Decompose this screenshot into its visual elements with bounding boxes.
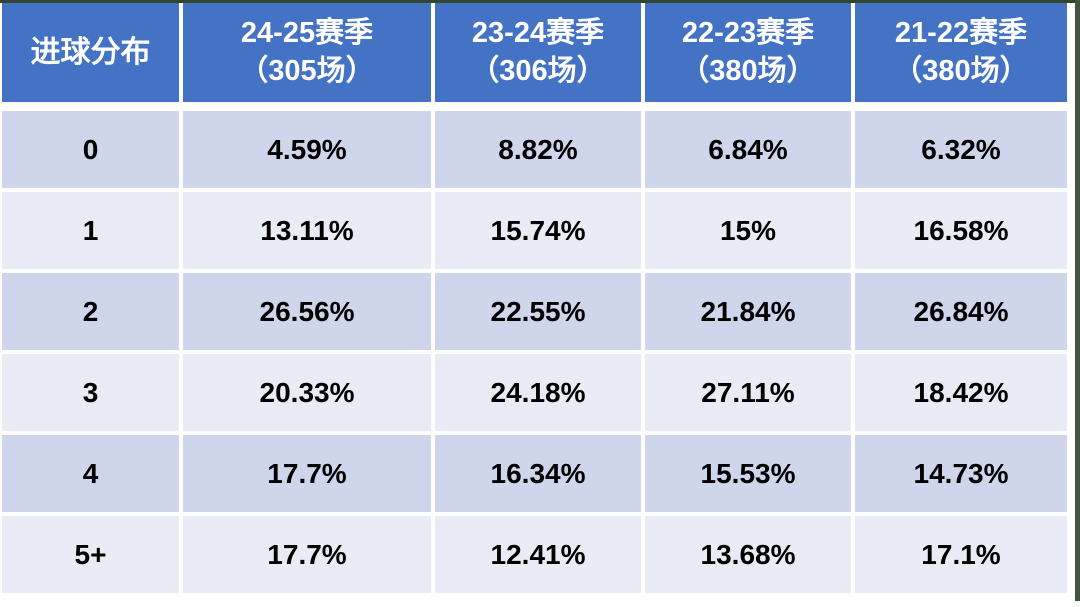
table-row: 2 26.56% 22.55% 21.84% 26.84%	[2, 273, 1067, 350]
header-season-label: 24-25赛季	[240, 16, 374, 49]
header-cell-goal-distribution: 进球分布	[2, 3, 179, 102]
value-cell: 15%	[645, 192, 851, 269]
value-cell: 26.84%	[855, 273, 1067, 350]
value-cell: 16.34%	[435, 435, 641, 512]
value-cell: 13.68%	[645, 516, 851, 593]
header-matches-label: （305场）	[239, 54, 375, 87]
header-corner-label: 进球分布	[30, 36, 151, 69]
table-row: 3 20.33% 24.18% 27.11% 18.42%	[2, 354, 1067, 431]
row-label-cell: 3	[2, 354, 179, 431]
top-border-line	[0, 0, 1080, 3]
header-matches-label: （380场）	[680, 54, 816, 87]
header-matches-label: （306场）	[470, 54, 606, 87]
row-label-cell: 5+	[2, 516, 179, 593]
row-label-cell: 4	[2, 435, 179, 512]
table-row: 0 4.59% 8.82% 6.84% 6.32%	[2, 111, 1067, 188]
value-cell: 16.58%	[855, 192, 1067, 269]
table-row: 5+ 17.7% 12.41% 13.68% 17.1%	[2, 516, 1067, 593]
row-label-cell: 1	[2, 192, 179, 269]
value-cell: 14.73%	[855, 435, 1067, 512]
value-cell: 27.11%	[645, 354, 851, 431]
value-cell: 17.7%	[183, 516, 431, 593]
header-matches-label: （380场）	[893, 54, 1029, 87]
value-cell: 17.7%	[183, 435, 431, 512]
header-cell-season-21-22: 21-22赛季 （380场）	[855, 3, 1067, 102]
value-cell: 6.32%	[855, 111, 1067, 188]
value-cell: 17.1%	[855, 516, 1067, 593]
right-border-line	[1075, 0, 1080, 601]
row-label-cell: 2	[2, 273, 179, 350]
value-cell: 26.56%	[183, 273, 431, 350]
value-cell: 12.41%	[435, 516, 641, 593]
value-cell: 6.84%	[645, 111, 851, 188]
value-cell: 13.11%	[183, 192, 431, 269]
value-cell: 8.82%	[435, 111, 641, 188]
header-cell-season-24-25: 24-25赛季 （305场）	[183, 3, 431, 102]
table-header-row: 进球分布 24-25赛季 （305场） 23-24赛季 （306场） 22-23…	[2, 3, 1067, 102]
value-cell: 24.18%	[435, 354, 641, 431]
value-cell: 15.53%	[645, 435, 851, 512]
value-cell: 15.74%	[435, 192, 641, 269]
value-cell: 18.42%	[855, 354, 1067, 431]
header-cell-season-22-23: 22-23赛季 （380场）	[645, 3, 851, 102]
table-row: 1 13.11% 15.74% 15% 16.58%	[2, 192, 1067, 269]
value-cell: 20.33%	[183, 354, 431, 431]
goal-distribution-table: 进球分布 24-25赛季 （305场） 23-24赛季 （306场） 22-23…	[2, 3, 1067, 593]
value-cell: 21.84%	[645, 273, 851, 350]
header-season-label: 22-23赛季	[681, 16, 815, 49]
value-cell: 4.59%	[183, 111, 431, 188]
header-season-label: 21-22赛季	[894, 16, 1028, 49]
value-cell: 22.55%	[435, 273, 641, 350]
header-season-label: 23-24赛季	[471, 16, 605, 49]
header-cell-season-23-24: 23-24赛季 （306场）	[435, 3, 641, 102]
table-row: 4 17.7% 16.34% 15.53% 14.73%	[2, 435, 1067, 512]
row-label-cell: 0	[2, 111, 179, 188]
